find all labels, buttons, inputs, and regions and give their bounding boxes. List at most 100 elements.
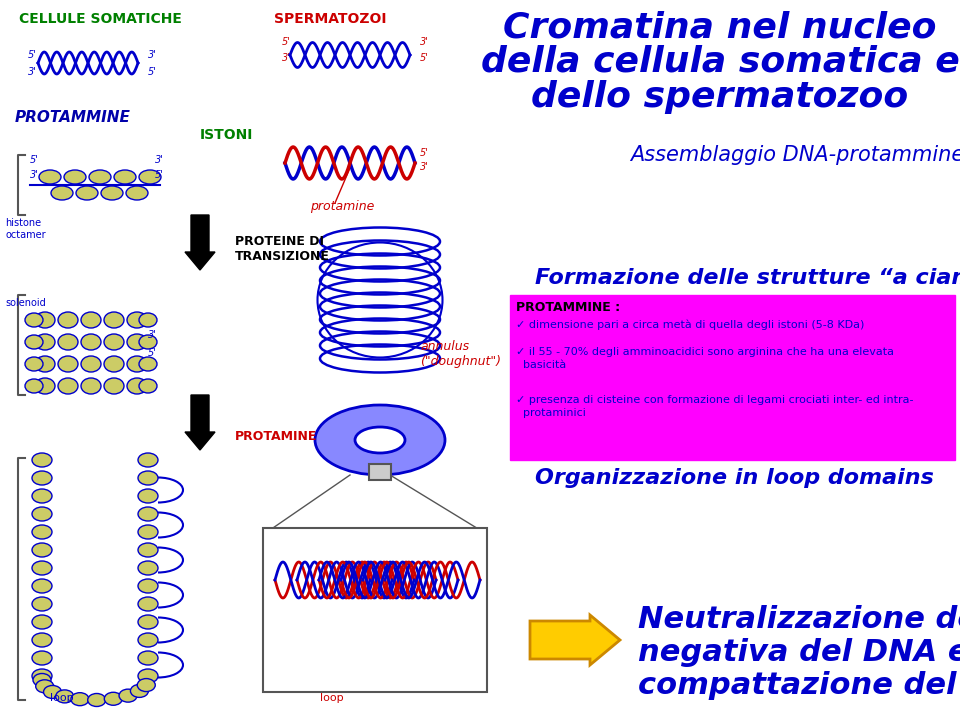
Ellipse shape	[127, 356, 147, 372]
Ellipse shape	[32, 525, 52, 539]
Text: negativa del DNA e grande: negativa del DNA e grande	[638, 638, 960, 667]
Ellipse shape	[104, 378, 124, 394]
Ellipse shape	[127, 334, 147, 350]
Text: 5': 5'	[28, 50, 36, 60]
Ellipse shape	[81, 312, 101, 328]
Text: 5': 5'	[30, 155, 38, 165]
Text: SPERMATOZOI: SPERMATOZOI	[274, 12, 386, 26]
Ellipse shape	[32, 597, 52, 611]
Text: ✓ il 55 - 70% degli amminoacidici sono arginina che ha una elevata
  basicità: ✓ il 55 - 70% degli amminoacidici sono a…	[516, 347, 894, 370]
Ellipse shape	[127, 378, 147, 394]
FancyArrow shape	[185, 215, 215, 270]
Text: compattazione del nucleo: compattazione del nucleo	[638, 671, 960, 700]
Text: TRANSIZIONE: TRANSIZIONE	[235, 250, 330, 263]
Text: loop: loop	[320, 693, 344, 703]
Ellipse shape	[32, 579, 52, 593]
Ellipse shape	[81, 378, 101, 394]
Ellipse shape	[355, 427, 405, 453]
Ellipse shape	[81, 356, 101, 372]
Ellipse shape	[137, 678, 156, 692]
Ellipse shape	[119, 689, 137, 702]
Ellipse shape	[32, 489, 52, 503]
Ellipse shape	[138, 633, 158, 647]
Ellipse shape	[139, 335, 157, 349]
Ellipse shape	[58, 356, 78, 372]
Ellipse shape	[87, 693, 106, 706]
Ellipse shape	[64, 170, 86, 184]
Ellipse shape	[89, 170, 111, 184]
Ellipse shape	[138, 525, 158, 539]
Text: PROTAMMINE: PROTAMMINE	[15, 110, 131, 125]
Text: solenoid: solenoid	[5, 298, 46, 308]
Ellipse shape	[32, 471, 52, 485]
Ellipse shape	[51, 186, 73, 200]
Ellipse shape	[138, 651, 158, 665]
Text: 5': 5'	[148, 348, 156, 358]
Text: 5': 5'	[282, 37, 291, 47]
Ellipse shape	[138, 579, 158, 593]
Ellipse shape	[104, 356, 124, 372]
Ellipse shape	[138, 597, 158, 611]
Ellipse shape	[138, 471, 158, 485]
Text: Neutralizzazione della carica: Neutralizzazione della carica	[638, 605, 960, 634]
Ellipse shape	[138, 507, 158, 521]
Ellipse shape	[105, 693, 122, 706]
Ellipse shape	[139, 379, 157, 393]
Ellipse shape	[315, 405, 445, 475]
Ellipse shape	[25, 313, 43, 327]
Text: 5': 5'	[420, 53, 429, 63]
Ellipse shape	[71, 693, 89, 706]
Text: loop: loop	[50, 693, 74, 703]
Ellipse shape	[58, 334, 78, 350]
Ellipse shape	[138, 489, 158, 503]
Ellipse shape	[32, 543, 52, 557]
Text: ✓ presenza di cisteine con formazione di legami crociati inter- ed intra-
  prot: ✓ presenza di cisteine con formazione di…	[516, 395, 914, 418]
Text: ISTONI: ISTONI	[200, 128, 253, 142]
Text: 3': 3'	[155, 155, 164, 165]
Text: 3': 3'	[282, 53, 291, 63]
Text: della cellula somatica e: della cellula somatica e	[481, 45, 959, 79]
Ellipse shape	[131, 685, 149, 698]
Ellipse shape	[32, 633, 52, 647]
Ellipse shape	[25, 379, 43, 393]
FancyArrow shape	[185, 395, 215, 450]
Ellipse shape	[104, 334, 124, 350]
Ellipse shape	[32, 669, 52, 683]
Ellipse shape	[36, 680, 54, 693]
Text: 3': 3'	[30, 170, 38, 180]
Ellipse shape	[138, 453, 158, 467]
Ellipse shape	[32, 651, 52, 665]
Text: Cromatina nel nucleo: Cromatina nel nucleo	[503, 10, 937, 44]
Text: CELLULE SOMATICHE: CELLULE SOMATICHE	[18, 12, 181, 26]
Ellipse shape	[81, 334, 101, 350]
Text: 3': 3'	[148, 330, 156, 340]
Ellipse shape	[76, 186, 98, 200]
Ellipse shape	[138, 561, 158, 575]
FancyBboxPatch shape	[369, 464, 391, 480]
Ellipse shape	[35, 334, 55, 350]
Ellipse shape	[25, 335, 43, 349]
Text: 3': 3'	[420, 162, 429, 172]
Ellipse shape	[58, 378, 78, 394]
Ellipse shape	[127, 312, 147, 328]
Ellipse shape	[32, 453, 52, 467]
Text: Formazione delle strutture “a ciambella”: Formazione delle strutture “a ciambella”	[535, 268, 960, 288]
Ellipse shape	[56, 690, 74, 703]
Ellipse shape	[32, 507, 52, 521]
Text: annulus
("doughnut"): annulus ("doughnut")	[420, 340, 501, 368]
Text: protamine: protamine	[310, 200, 374, 213]
Text: 3': 3'	[420, 37, 429, 47]
Text: 5': 5'	[155, 170, 164, 180]
Text: PROTEINE DI: PROTEINE DI	[235, 235, 324, 248]
Ellipse shape	[35, 312, 55, 328]
Text: 5': 5'	[148, 67, 156, 77]
Ellipse shape	[58, 312, 78, 328]
Ellipse shape	[33, 673, 51, 686]
Text: PROTAMINE: PROTAMINE	[235, 430, 318, 443]
Text: ✓ dimensione pari a circa metà di quella degli istoni (5-8 KDa): ✓ dimensione pari a circa metà di quella…	[516, 319, 864, 330]
FancyArrow shape	[530, 615, 620, 665]
Text: 3': 3'	[148, 50, 156, 60]
Text: 5': 5'	[420, 148, 429, 158]
Ellipse shape	[32, 561, 52, 575]
Ellipse shape	[139, 170, 161, 184]
